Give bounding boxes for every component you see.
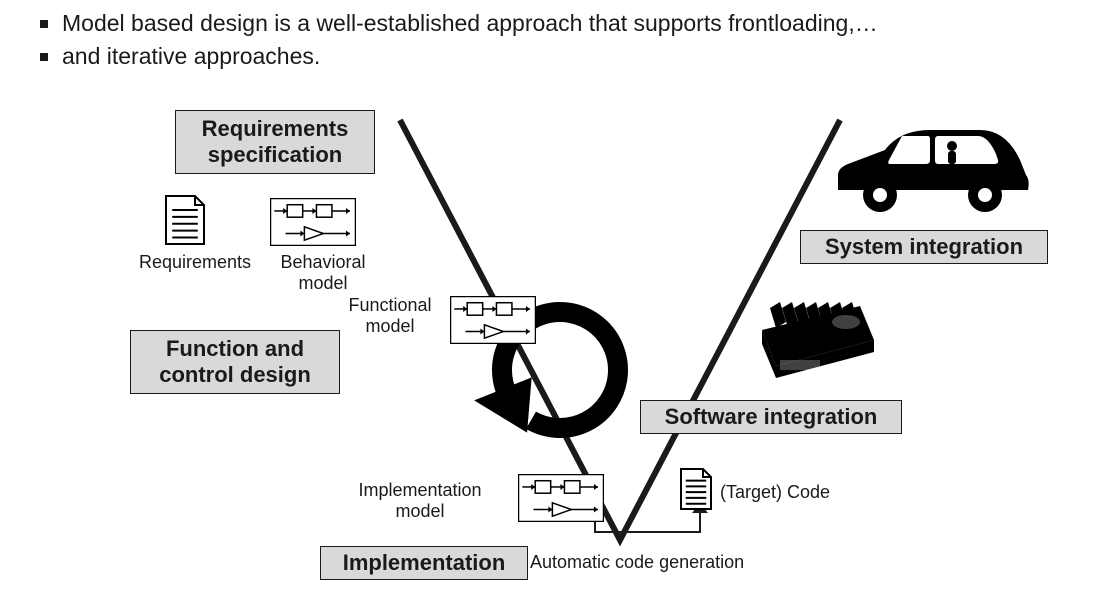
label-auto-code-gen: Automatic code generation [530,552,790,573]
ecu-hardware-icon [750,300,880,380]
label-behavioral-model: Behavioralmodel [268,252,378,293]
phase-label: Implementation [343,550,506,576]
label-implementation-model: Implementationmodel [330,480,510,521]
label-target-code: (Target) Code [720,482,860,503]
diagram-stage: Model based design is a well-established… [0,0,1119,604]
document-icon [680,468,712,510]
phase-label: Requirementsspecification [202,116,349,168]
block-diagram-icon [450,296,536,344]
block-diagram-icon [270,198,356,246]
car-icon [830,120,1030,215]
label-functional-model: Functionalmodel [335,295,445,336]
phase-requirements-spec: Requirementsspecification [175,110,375,174]
phase-implementation: Implementation [320,546,528,580]
phase-system-integration: System integration [800,230,1048,264]
phase-function-control: Function andcontrol design [130,330,340,394]
phase-label: System integration [825,234,1023,260]
phase-label: Function andcontrol design [159,336,311,388]
label-requirements: Requirements [130,252,260,273]
phase-software-integration: Software integration [640,400,902,434]
phase-label: Software integration [665,404,878,430]
block-diagram-icon [518,474,604,522]
document-icon [165,195,205,245]
